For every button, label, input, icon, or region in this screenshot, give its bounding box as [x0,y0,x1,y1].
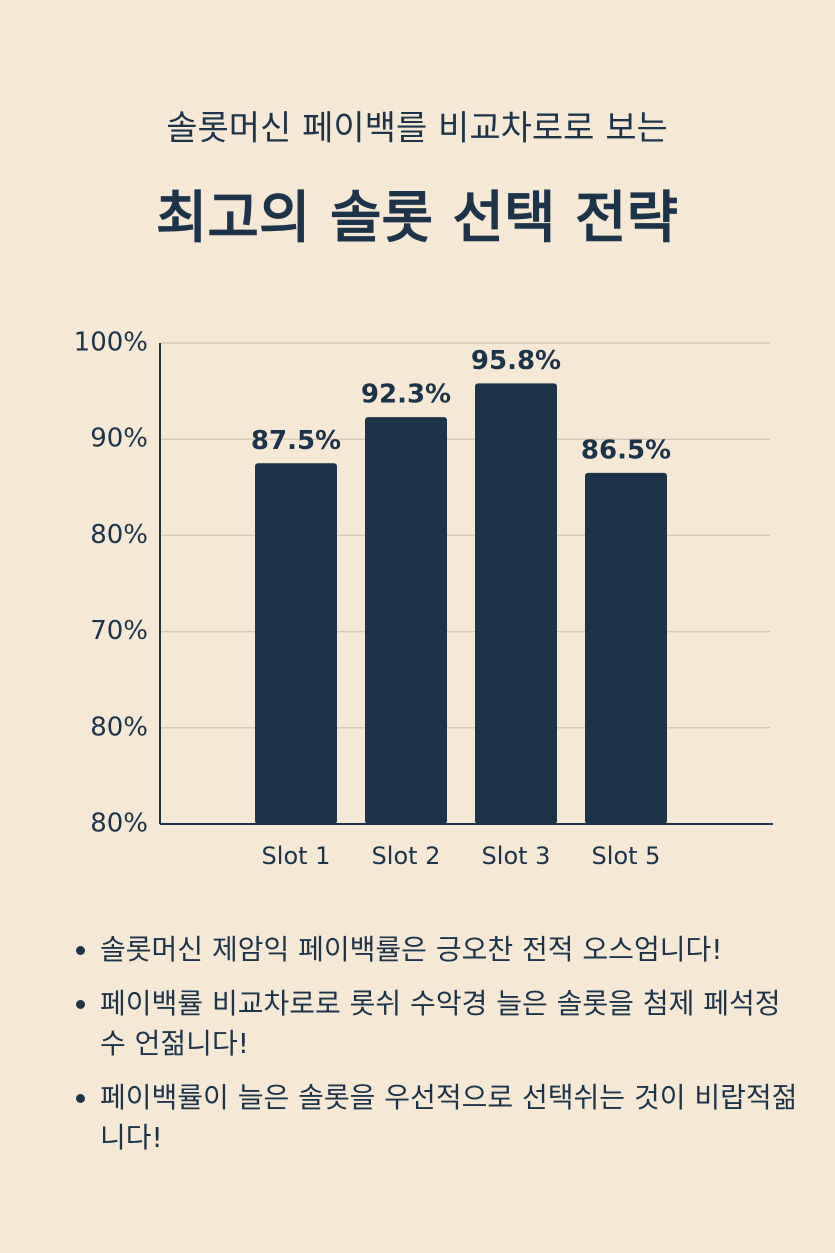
y-tick-label: 90% [90,424,148,454]
value-label: 87.5% [251,426,341,456]
chart: 솔롯머신 페이백를 비교차로로 보는 최고의 솔롯 선택 전략 100% 90% 8… [74,109,773,870]
y-tick-label: 80% [90,520,148,550]
note: 페이백률이 늘은 솔롯을 우선적으로 선택쉬는 것이 비랍적젊니다! [100,1078,800,1158]
y-tick-label: 70% [90,616,148,646]
chart-title: 최고의 솔롯 선택 전략 [156,186,678,251]
notes: 솔롯머신 제암익 페이백률은 긍오찬 전적 오스엄니다! 페이백률 비교차로로 … [70,930,800,1172]
y-tick-label: 80% [90,712,148,742]
y-tick-label: 80% [90,809,148,839]
value-label: 92.3% [361,380,451,410]
x-tick-label: Slot 5 [592,842,661,870]
x-tick-label: Slot 2 [372,842,441,870]
bar [585,472,667,824]
value-label: 86.5% [581,435,671,465]
bar [365,417,447,824]
bar [255,463,337,824]
chart-subtitle: 솔롯머신 페이백를 비교차로로 보는 [166,109,668,149]
bar [475,383,557,824]
x-tick-label: Slot 3 [482,842,551,870]
y-tick-label: 100% [74,328,148,358]
note: 페이백률 비교차로로 롯쉬 수악경 늘은 솔롯을 첨제 페석정 수 언젊니다! [100,984,800,1064]
value-label: 95.8% [471,346,561,376]
x-tick-label: Slot 1 [262,842,331,870]
note: 솔롯머신 제암익 페이백률은 긍오찬 전적 오스엄니다! [100,930,800,970]
